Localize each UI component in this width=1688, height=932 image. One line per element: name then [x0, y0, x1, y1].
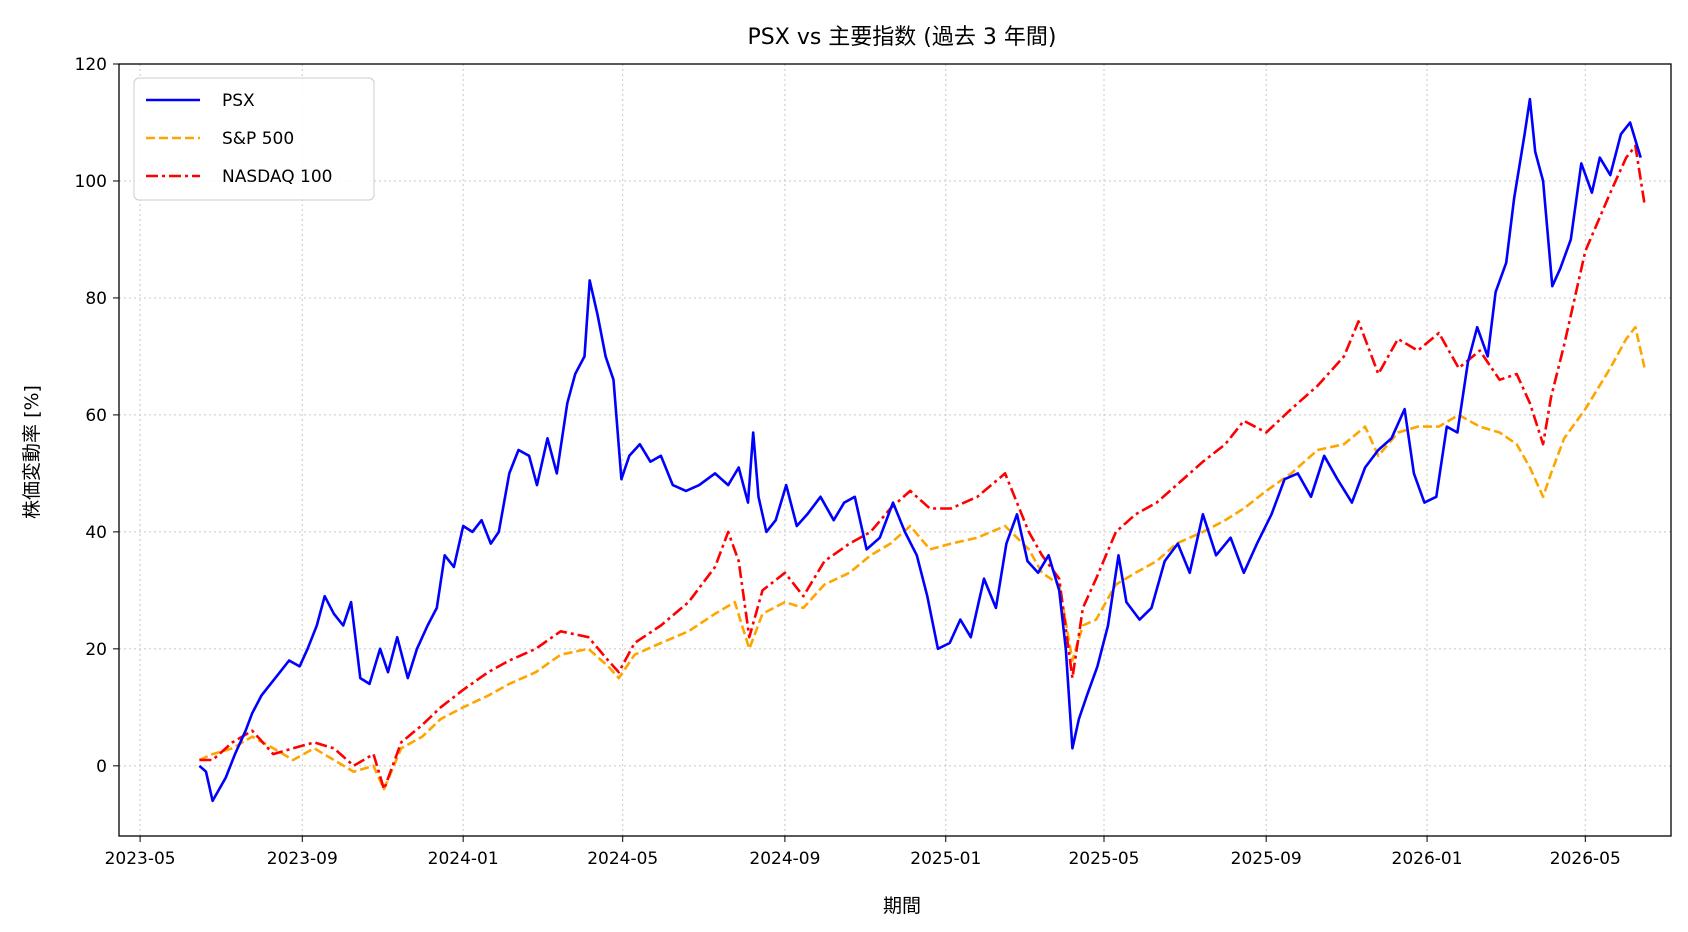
x-tick-label: 2026-01: [1392, 849, 1463, 869]
y-tick-label: 80: [85, 289, 107, 309]
series-lines: [198, 97, 1646, 803]
legend-label-nasdaq100: NASDAQ 100: [222, 167, 333, 187]
legend-label-sp500: S&P 500: [222, 129, 294, 149]
y-tick-label: 60: [85, 406, 107, 426]
legend: PSX S&P 500 NASDAQ 100: [133, 77, 375, 201]
y-tick-label: 0: [96, 757, 107, 777]
y-tick-label: 120: [75, 55, 107, 75]
series-line-nasdaq-100: [199, 144, 1646, 791]
x-tick-label: 2023-05: [105, 849, 176, 869]
y-tick-label: 40: [85, 523, 107, 543]
series-line-s-p-500: [198, 325, 1646, 791]
series-line-psx: [198, 97, 1642, 803]
x-tick-label: 2026-05: [1550, 849, 1621, 869]
x-axis-ticks: 2023-05 2023-09 2024-01 2024-05 2024-09 2025-…: [105, 836, 1621, 869]
x-tick-label: 2024-05: [587, 849, 658, 869]
x-tick-label: 2024-09: [749, 849, 820, 869]
x-tick-label: 2025-09: [1231, 849, 1302, 869]
y-axis-ticks: 0 20 40 60 80 100 120: [75, 55, 119, 777]
legend-box: [133, 77, 375, 201]
x-tick-label: 2024-01: [428, 849, 499, 869]
y-tick-label: 20: [85, 640, 107, 660]
x-tick-label: 2025-05: [1068, 849, 1139, 869]
y-axis-label: 株価変動率 [%]: [21, 385, 43, 519]
plot-frame: [118, 63, 1672, 837]
y-tick-label: 100: [75, 172, 107, 192]
chart-title: PSX vs 主要指数 (過去 3 年間): [748, 25, 1057, 50]
legend-label-psx: PSX: [222, 91, 255, 111]
x-tick-label: 2023-09: [267, 849, 338, 869]
x-tick-label: 2025-01: [910, 849, 981, 869]
x-axis-label: 期間: [883, 895, 921, 917]
